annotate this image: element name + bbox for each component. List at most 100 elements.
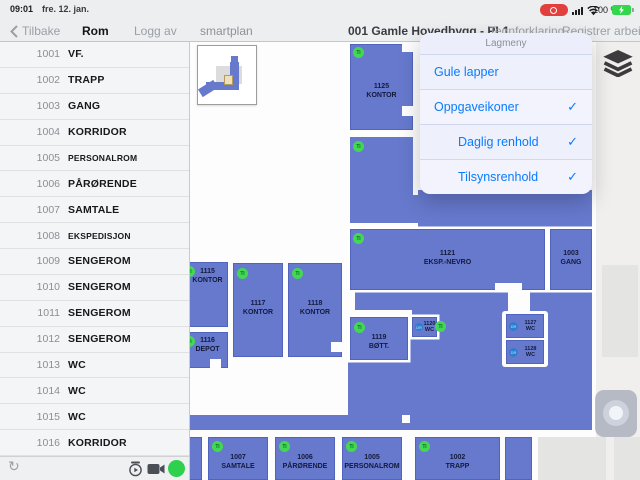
minimap-shape — [230, 62, 239, 90]
minimap-shape — [197, 79, 219, 98]
room-list-item-1012[interactable]: 1012 SENGEROM — [0, 327, 189, 353]
recording-indicator-pill[interactable] — [540, 4, 568, 16]
task-badge-tilsynsrenhold: Ti — [237, 268, 248, 279]
room-1003[interactable]: 1003 GANG — [550, 229, 592, 290]
clock: 09:01 — [10, 4, 34, 14]
room-label: 1128 WC — [524, 346, 537, 358]
minimap-shape — [231, 56, 238, 64]
plan-gap — [331, 342, 343, 352]
task-badge-tilsynsrenhold: Ti — [353, 47, 364, 58]
room-label: 1002 TRAPP — [445, 454, 470, 470]
room-label: 1127 WC — [524, 320, 537, 332]
minimap[interactable] — [197, 45, 257, 105]
refresh-icon[interactable]: ↻ — [8, 458, 20, 474]
locate-me-button[interactable] — [595, 390, 637, 437]
task-badge-tilsynsrenhold: Ti — [212, 441, 223, 452]
layer-menu-item-oppgaveikoner[interactable]: Oppgaveikoner ✓ — [420, 89, 592, 124]
room-list-item-1003[interactable]: 1003 GANG — [0, 94, 189, 120]
room-1120[interactable]: DR 1120 WC — [412, 317, 437, 337]
corridor-link[interactable] — [413, 195, 520, 223]
room-label: 1125 KONTOR — [366, 83, 397, 99]
corridor-room-upper[interactable]: Ti — [350, 137, 413, 223]
room-list-item-1004[interactable]: 1004 KORRIDOR — [0, 120, 189, 146]
task-badge-tilsynsrenhold: Ti — [190, 266, 195, 277]
plan-gap — [402, 43, 414, 52]
room-1127[interactable]: DR 1127 WC — [506, 314, 544, 338]
room-unmapped-bottom-1 — [538, 437, 606, 480]
minimap-viewport — [224, 75, 233, 85]
task-badge-tilsynsrenhold: Ti — [419, 441, 430, 452]
task-badge-tilsynsrenhold: Ti — [346, 441, 357, 452]
layers-button[interactable] — [603, 50, 633, 78]
room-list-item-1006[interactable]: 1006 PÅRØRENDE — [0, 171, 189, 198]
task-badge-tilsynsrenhold: Ti — [292, 268, 303, 279]
room-list-item-1016[interactable]: 1016 KORRIDOR — [0, 430, 189, 456]
room-1005[interactable]: Ti 1005 PERSONALROM — [342, 437, 402, 480]
layer-menu-popover: Lagmeny Gule lapper Oppgaveikoner ✓ Dagl… — [420, 33, 592, 194]
room-list-item-1015[interactable]: 1015 WC — [0, 404, 189, 431]
tab-rom[interactable]: Rom — [82, 24, 109, 38]
room-list-item-1007[interactable]: 1007 SAMTALE — [0, 197, 189, 224]
room-label: 1007 SAMTALE — [221, 454, 255, 470]
room-1118[interactable]: Ti 1118 KONTOR — [288, 263, 343, 357]
video-camera-icon[interactable] — [147, 463, 165, 475]
room-1128[interactable]: DR 1128 WC — [506, 340, 544, 364]
room-list-item-1010[interactable]: 1010 SENGEROM — [0, 275, 189, 301]
room-label: 1005 PERSONALROM — [344, 454, 400, 470]
plan-gap — [402, 415, 410, 423]
room-label: 1003 GANG — [560, 250, 582, 266]
layer-menu-item-tilsynsrenhold[interactable]: Tilsynsrenhold ✓ — [420, 159, 592, 194]
plan-gap — [210, 359, 221, 369]
room-small-bottom[interactable] — [505, 437, 532, 480]
task-badge-tilsynsrenhold: Ti — [190, 336, 195, 347]
room-1125[interactable]: Ti 1125 KONTOR — [350, 44, 413, 130]
online-status-indicator[interactable] — [168, 460, 185, 477]
checkmark-icon: ✓ — [567, 169, 578, 184]
room-label: 1116 DEPOT — [195, 337, 220, 353]
room-1119[interactable]: Ti 1119 BØTT. — [350, 317, 408, 360]
room-list-item-1008[interactable]: 1008 EKSPEDISJON — [0, 223, 189, 249]
status-date: fre. 12. jan. — [42, 4, 90, 14]
layer-menu-item-gule-lapper[interactable]: Gule lapper — [420, 54, 592, 89]
room-list-item-1013[interactable]: 1013 WC — [0, 353, 189, 379]
room-1002[interactable]: Ti 1002 TRAPP — [415, 437, 500, 480]
room-unmapped-right — [602, 265, 638, 357]
task-badge-tilsynsrenhold: Ti — [353, 141, 364, 152]
cellular-signal-icon — [572, 7, 584, 15]
back-button[interactable]: Tilbake — [10, 20, 60, 42]
room-1007[interactable]: Ti 1007 SAMTALE — [208, 437, 268, 480]
room-label: 1121 EKSP.-NEVRO — [423, 250, 472, 266]
sidebar-toolbar: ↻ — [0, 456, 190, 480]
room-list-item-1005[interactable]: 1005 PERSONALROM — [0, 146, 189, 172]
room-label: 1117 KONTOR — [242, 300, 274, 316]
layer-menu-item-daglig-renhold[interactable]: Daglig renhold ✓ — [420, 124, 592, 159]
locate-dot — [609, 406, 623, 420]
task-badge-tilsynsrenhold: Ti — [279, 441, 290, 452]
cleaning-task-icon: DR — [509, 321, 518, 331]
room-list-item-1011[interactable]: 1011 SENGEROM — [0, 301, 189, 327]
record-target-icon — [550, 6, 557, 14]
room-list-sidebar: 1001 VF. 1002 TRAPP 1003 GANG 1004 KORRIDOR … — [0, 42, 190, 456]
timer-icon[interactable] — [128, 461, 143, 477]
checkmark-icon: ✓ — [567, 99, 578, 114]
cleaning-task-icon: DR — [509, 347, 518, 357]
checkmark-icon: ✓ — [567, 134, 578, 149]
room-list-item-1014[interactable]: 1014 WC — [0, 378, 189, 405]
room-label: 1120 WC — [423, 321, 436, 333]
room-list-item-1009[interactable]: 1009 SENGEROM — [0, 249, 189, 275]
corridor-bottom-band[interactable] — [190, 415, 352, 430]
task-badge-tilsynsrenhold: Ti — [354, 322, 365, 333]
room-list-item-1002[interactable]: 1002 TRAPP — [0, 68, 189, 94]
plan-gap — [402, 106, 414, 116]
room-1121[interactable]: Ti 1121 EKSP.-NEVRO — [350, 229, 545, 291]
room-1006[interactable]: Ti 1006 PÅRØRENDE — [275, 437, 335, 480]
room-1117[interactable]: Ti 1117 KONTOR — [233, 263, 283, 357]
logout-button[interactable]: Logg av — [134, 24, 177, 38]
minimap-shape — [206, 82, 236, 90]
room-list-item-1001[interactable]: 1001 VF. — [0, 42, 189, 68]
task-badge-tilsynsrenhold: Ti — [435, 321, 446, 332]
